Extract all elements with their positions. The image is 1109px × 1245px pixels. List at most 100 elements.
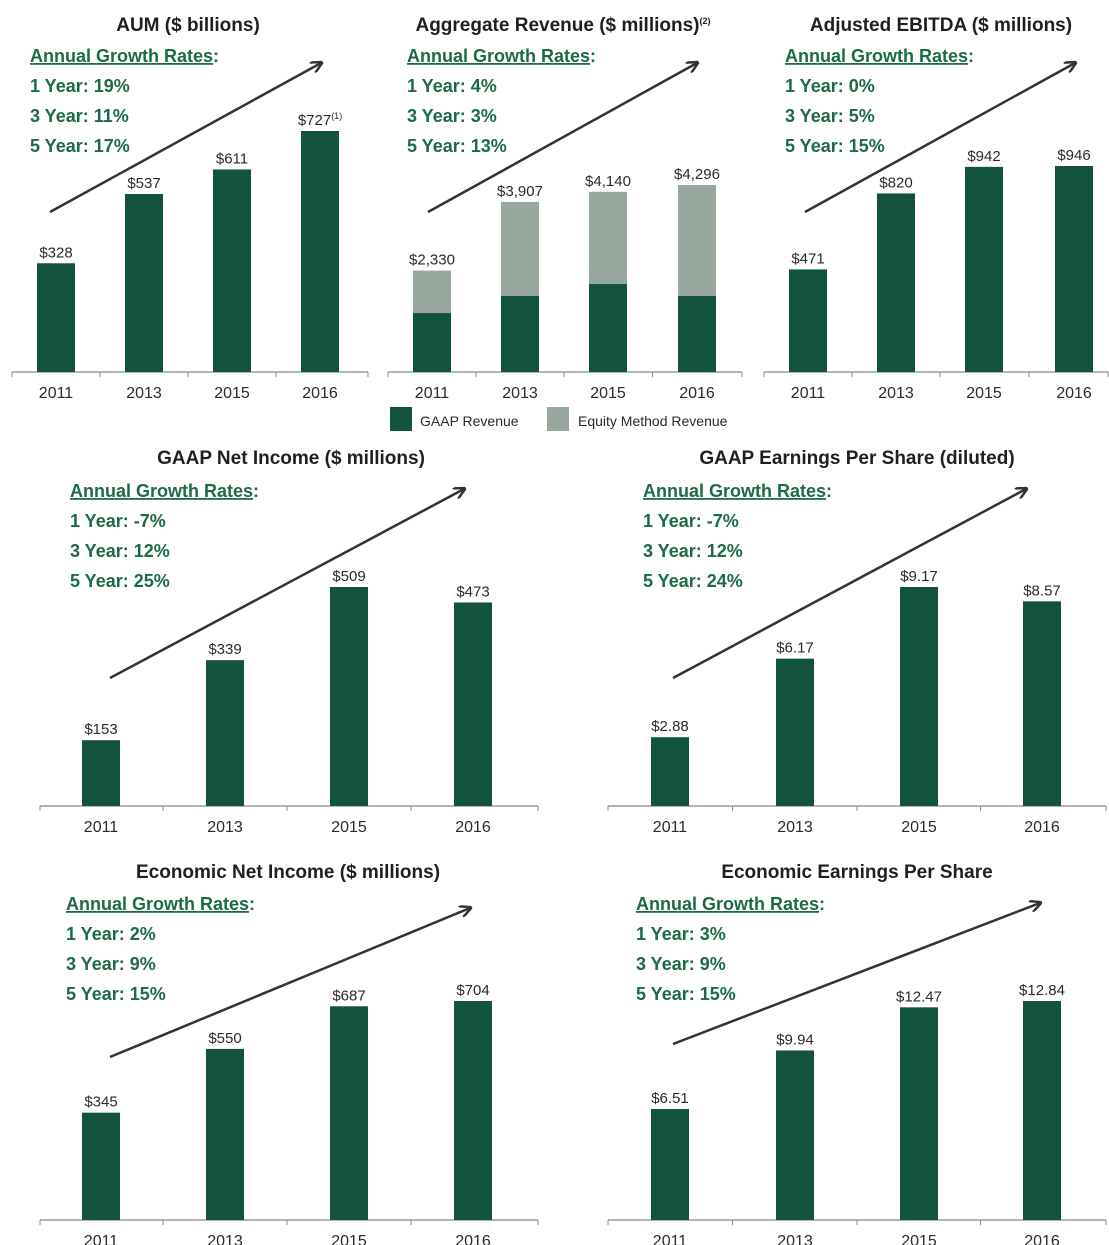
category-label: 2015 (966, 385, 1002, 402)
bar-value-label: $9.94 (776, 1031, 814, 1048)
growth-rate-line: 3 Year: 3% (407, 106, 497, 126)
growth-rate-line: 3 Year: 12% (643, 541, 743, 561)
bar-gaap-revenue (678, 295, 716, 372)
chart-title: Economic Net Income ($ millions) (136, 862, 440, 883)
category-label: 2013 (207, 819, 243, 836)
chart-title: GAAP Earnings Per Share (diluted) (699, 448, 1014, 469)
growth-rate-line: 3 Year: 5% (785, 106, 875, 126)
category-label: 2015 (901, 1233, 937, 1245)
bar-value-label: $946 (1057, 147, 1090, 164)
growth-rate-line: 5 Year: 25% (70, 571, 170, 591)
growth-rates-header-text: Annual Growth Rates (636, 894, 819, 914)
bar-gaap-revenue (501, 295, 539, 372)
bar-value-label: $4,296 (674, 166, 720, 183)
bar-value-label: $6.51 (651, 1090, 689, 1107)
growth-rate-line: 5 Year: 24% (643, 571, 743, 591)
chart-panel-7: Economic Earnings Per Share Annual Growth… (607, 862, 1107, 1245)
chart-panel-3: Adjusted EBITDA ($ millions) Annual Growt… (763, 15, 1109, 402)
bar-gaap-revenue (413, 313, 451, 372)
trend-arrow-icon (109, 908, 470, 1059)
bar (206, 1048, 244, 1220)
growth-rate-line: 1 Year: 2% (66, 924, 156, 944)
category-label: 2015 (214, 385, 250, 402)
category-label: 2015 (590, 385, 626, 402)
growth-rates-colon: : (826, 481, 832, 501)
bar (776, 1050, 814, 1220)
bar (330, 587, 368, 806)
title-footnote: (2) (700, 16, 711, 26)
growth-rates-header: Annual Growth Rates: (66, 894, 255, 914)
category-label: 2016 (455, 1233, 491, 1245)
category-label: 2016 (302, 385, 338, 402)
bar (900, 1007, 938, 1220)
bar (789, 269, 827, 372)
bar-value-label: $153 (84, 721, 117, 738)
legend-swatch-equity (547, 407, 569, 431)
bar (125, 193, 163, 372)
bar (900, 587, 938, 806)
trend-arrow-icon (49, 63, 321, 214)
bar-value-label: $704 (456, 982, 489, 999)
growth-rate-line: 5 Year: 15% (636, 984, 736, 1004)
category-label: 2011 (84, 1233, 119, 1245)
bar-value-label: $12.84 (1019, 982, 1065, 999)
bar (877, 193, 915, 372)
chart-panel-1: AUM ($ billions) Annual Growth Rates: 1 Ye… (11, 15, 369, 402)
category-label: 2013 (126, 385, 162, 402)
category-label: 2011 (415, 385, 450, 402)
bar (965, 166, 1003, 372)
category-label: 2013 (502, 385, 538, 402)
category-label: 2015 (331, 819, 367, 836)
bar (651, 737, 689, 806)
bar-value-label: $727(1) (298, 111, 342, 129)
category-label: 2016 (455, 819, 491, 836)
growth-rate-line: 3 Year: 9% (636, 954, 726, 974)
bar-value-label: $687 (332, 987, 365, 1004)
category-label: 2016 (679, 385, 715, 402)
growth-rate-line: 1 Year: -7% (70, 511, 166, 531)
bar-value-label: $537 (127, 175, 160, 192)
growth-rates-header-text: Annual Growth Rates (66, 894, 249, 914)
growth-rate-line: 5 Year: 13% (407, 136, 507, 156)
bar-value-label: $942 (967, 148, 1000, 165)
growth-rate-line: 1 Year: 0% (785, 76, 875, 96)
growth-rates-header: Annual Growth Rates: (643, 481, 832, 501)
bar-equity-method-revenue (501, 201, 539, 296)
bar-value-label: $328 (39, 244, 72, 261)
bar-gaap-revenue (589, 284, 627, 372)
category-label: 2015 (331, 1233, 367, 1245)
bar (37, 263, 75, 372)
bar-value-label: $9.17 (900, 568, 938, 585)
chart-title: GAAP Net Income ($ millions) (157, 448, 425, 469)
growth-rates-colon: : (590, 46, 596, 66)
category-label: 2015 (901, 819, 937, 836)
growth-rates-colon: : (213, 46, 219, 66)
bar-value-label: $3,907 (497, 183, 543, 200)
bar (301, 131, 339, 372)
bar-equity-method-revenue (413, 270, 451, 314)
growth-rates-header: Annual Growth Rates: (407, 46, 596, 66)
growth-rates-header: Annual Growth Rates: (785, 46, 974, 66)
category-label: 2016 (1024, 819, 1060, 836)
growth-rate-line: 3 Year: 11% (30, 106, 129, 126)
legend-label-gaap: GAAP Revenue (420, 413, 519, 429)
bar-value-label: $8.57 (1023, 582, 1061, 599)
trend-arrow-icon (427, 63, 697, 214)
growth-rates-header-text: Annual Growth Rates (785, 46, 968, 66)
chart-title: AUM ($ billions) (116, 15, 260, 36)
growth-rates-header-text: Annual Growth Rates (407, 46, 590, 66)
bar-value-label: $473 (456, 583, 489, 600)
bar (454, 602, 492, 806)
category-label: 2013 (207, 1233, 243, 1245)
growth-rate-line: 3 Year: 12% (70, 541, 170, 561)
category-label: 2011 (653, 819, 688, 836)
category-label: 2011 (653, 1233, 688, 1245)
trend-arrow-icon (672, 489, 1026, 680)
bar-value-label: $339 (208, 641, 241, 658)
growth-rate-line: 1 Year: 19% (30, 76, 130, 96)
bar-value-label: $509 (332, 568, 365, 585)
growth-rates-header: Annual Growth Rates: (636, 894, 825, 914)
bar (82, 740, 120, 806)
bar-value-label: $2.88 (651, 718, 689, 735)
